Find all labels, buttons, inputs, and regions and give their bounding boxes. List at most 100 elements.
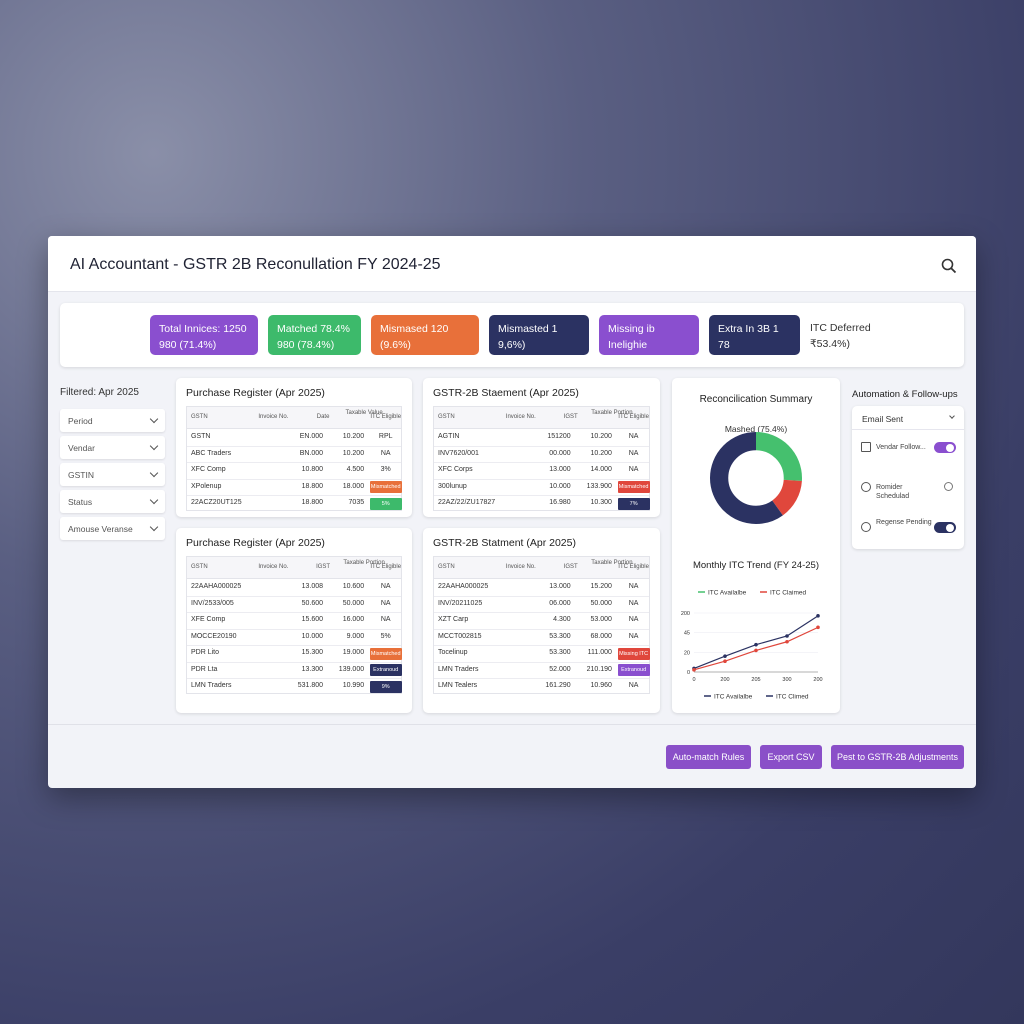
- cell-text: 22AAHA000025: [438, 583, 489, 590]
- cell-text: Tocelinup: [438, 649, 468, 656]
- donut-title: Mashed (75.4%): [725, 424, 788, 434]
- row-divider: [187, 478, 401, 480]
- cell-text: 53.300: [549, 649, 571, 656]
- cell-text: PDR Lito: [191, 649, 220, 656]
- trend-point: [816, 614, 820, 618]
- row-divider: [187, 612, 401, 613]
- action-button[interactable]: Export CSV: [760, 745, 822, 769]
- cell-text: NA: [628, 433, 639, 440]
- trend-line: [693, 615, 819, 669]
- table-header-bg: [187, 407, 401, 429]
- trend-point: [692, 668, 696, 672]
- cell-text: NA: [628, 449, 639, 457]
- cell-text: 50.600: [301, 599, 324, 607]
- filter-dropdown[interactable]: GSTIN: [60, 463, 165, 486]
- cell-text: 16.980: [549, 499, 571, 506]
- chevron: [149, 441, 159, 451]
- row-divider: [434, 678, 649, 679]
- header-bar: AI Accountant - GSTR 2B Reconullation FY…: [48, 236, 976, 292]
- action-button[interactable]: Auto-match Rules: [666, 745, 751, 769]
- cell-text: 3%: [380, 466, 391, 473]
- kpi-label: Matched 78.4%: [277, 323, 350, 335]
- cell-text: ABC Traders: [191, 449, 232, 457]
- toggle-knob: [946, 523, 954, 532]
- cell-text: 22ACZ20UT125: [191, 499, 242, 506]
- cell-text: 5%: [380, 632, 391, 640]
- table-panel: Purchase Register (Apr 2025) GSTN Invoice …: [176, 378, 412, 517]
- status-badge: Mismatched: [617, 481, 650, 493]
- filter-dropdown[interactable]: Status: [60, 490, 165, 513]
- chevron: [949, 413, 955, 419]
- kpi-value: 980 (78.4%): [277, 339, 335, 351]
- trend-point: [785, 634, 789, 638]
- cell-text: 00.000: [549, 449, 571, 457]
- column-header: Invoice No.: [505, 564, 536, 570]
- status-badge: 7%: [617, 497, 650, 510]
- email-dropdown[interactable]: Email Sent: [852, 408, 964, 430]
- cell-text: 151200: [547, 433, 571, 440]
- action-button[interactable]: Pest to GSTR-2B Adjustments: [831, 745, 964, 769]
- cell-text: 15.200: [590, 583, 612, 590]
- column-header: GSTN: [191, 564, 208, 570]
- kpi-chip: Mismasted 1 9,6%) ₹150,60,000: [489, 315, 589, 367]
- filter-label: Amouse Veranse: [68, 523, 133, 534]
- trend-point: [785, 639, 789, 644]
- row-divider: [434, 445, 649, 447]
- cell-text: 10.300: [590, 499, 612, 506]
- cell-text: EN.000: [299, 433, 324, 440]
- cell-text: 53.300: [549, 632, 571, 640]
- x-tick-label: 205: [751, 677, 760, 683]
- filter-dropdown[interactable]: Period: [60, 409, 165, 432]
- cell-text: 13.300: [301, 665, 324, 673]
- table-title: Purchase Register (Apr 2025): [186, 387, 325, 399]
- legend-label: ITC Availalbe: [708, 590, 747, 597]
- kpi-value: 980 (71.4%): [159, 339, 217, 351]
- cell-text: RPL: [378, 433, 393, 440]
- table-header-bg: [434, 557, 649, 579]
- row-divider: [187, 445, 401, 447]
- column-header: Invoice No.: [258, 564, 289, 570]
- cell-text: 18.800: [301, 499, 324, 506]
- kpi-label: Extra In 3B 1 78: [718, 323, 779, 351]
- cell-text: LMN Traders: [438, 665, 479, 673]
- toggle[interactable]: [934, 522, 956, 533]
- column-header: Date: [316, 414, 330, 420]
- status-badge: Missing ITC: [617, 647, 650, 660]
- row-divider: [434, 495, 649, 496]
- cell-text: AGTIN: [438, 433, 460, 440]
- kpi-chip: Mismased 120 (9.6%) ₹10 (6.4%): [371, 315, 479, 367]
- cell-text: NA: [628, 682, 639, 689]
- kpi-label: Missing ib Inelighie: [608, 323, 655, 351]
- cell-text: 68.000: [590, 632, 612, 640]
- column-header: ITC Eligible: [618, 414, 649, 420]
- row-divider: [434, 661, 649, 663]
- cell-text: XFC Corps: [438, 466, 473, 473]
- kpi-value: ₹5,0%): [718, 355, 753, 367]
- trend-point: [754, 642, 758, 647]
- cell-text: MCCT002815: [438, 632, 482, 640]
- item-label: Vendar Follow...: [876, 444, 926, 451]
- cell-text: XFC Comp: [191, 466, 226, 473]
- cell-text: NA: [380, 449, 391, 457]
- kpi-value: ₹53.4%): [810, 338, 850, 350]
- summary-title: Reconcilication Summary: [700, 394, 813, 405]
- toggle[interactable]: [934, 442, 956, 453]
- dropdown-label: Email Sent: [862, 414, 904, 424]
- table: GSTN Invoice No. Date Taxable Value ITC Elig…: [186, 406, 402, 511]
- kpi-label: ITC Deferred: [810, 322, 871, 334]
- x-tick-label: 200: [813, 677, 822, 683]
- filter-dropdown[interactable]: Vendar: [60, 436, 165, 459]
- column-header: GSTN: [438, 564, 455, 570]
- cell-text: 14.000: [590, 466, 612, 473]
- column-header: Taxable Portion: [343, 560, 385, 566]
- row-divider: [187, 628, 401, 630]
- search-icon[interactable]: [941, 258, 957, 274]
- filter-dropdown[interactable]: Amouse Veranse: [60, 517, 165, 540]
- app-title: AI Accountant - GSTR 2B Reconullation FY…: [70, 256, 441, 273]
- row-divider: [434, 478, 649, 480]
- cell-text: 210.190: [586, 665, 612, 673]
- table-panel: GSTR-2B Statment (Apr 2025) GSTN Invoice N…: [423, 528, 660, 713]
- column-header: Taxable Value: [345, 410, 383, 416]
- table: GSTN Invoice No. IGST Taxable Portion ITC El…: [433, 556, 650, 694]
- cell-text: 7035: [348, 499, 365, 506]
